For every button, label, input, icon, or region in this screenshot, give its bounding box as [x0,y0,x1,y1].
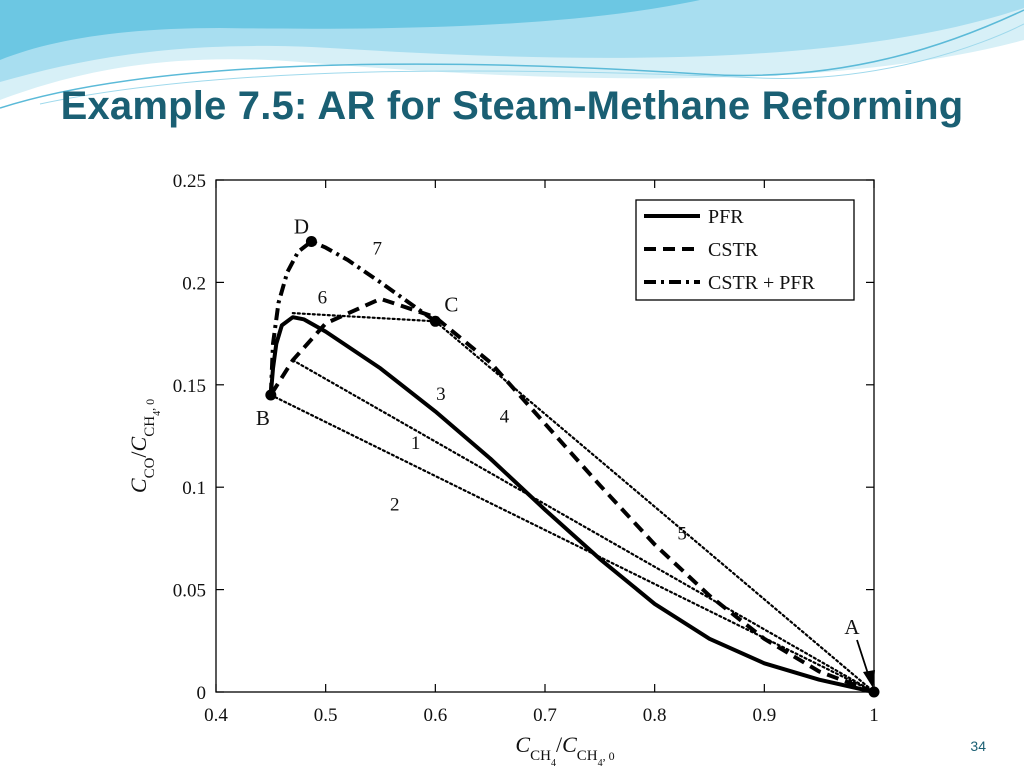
wave-line [0,9,1024,109]
legend-label-0: PFR [708,206,744,228]
curve-annotation-4: 4 [500,407,510,428]
point-label-c: C [444,292,458,316]
y-tick-label-2: 0.1 [182,478,206,499]
point-a-arrowhead [863,670,875,688]
x-axis-label: CCH4/CCH4, 0 [515,732,614,768]
y-tick-label-4: 0.2 [182,273,206,294]
point-label-a: A [844,615,860,639]
page-number: 34 [970,738,986,754]
y-tick-label-1: 0.05 [173,581,206,602]
point-d [305,235,317,247]
series-line-dotted-4 [291,359,876,694]
slide-title: Example 7.5: AR for Steam-Methane Reform… [60,84,964,128]
y-tick-label-3: 0.15 [173,376,206,397]
series-line-dotted-3 [269,393,876,694]
x-tick-label-5: 0.9 [752,705,776,726]
y-axis-label: CCO/CCH4, 0 [126,399,163,493]
x-tick-label-2: 0.6 [423,705,447,726]
point-a [868,686,880,698]
legend-label-2: CSTR + PFR [708,272,816,294]
legend-label-1: CSTR [708,239,759,261]
point-label-b: B [256,406,270,430]
x-tick-label-3: 0.7 [533,705,557,726]
series-line-pfr [268,315,875,694]
y-tick-label-0: 0 [197,683,207,704]
series-line-cstr-pfr [268,239,437,396]
curve-annotation-1: 1 [411,433,421,454]
point-b [265,389,277,401]
x-tick-label-4: 0.8 [643,705,667,726]
x-tick-label-1: 0.5 [314,705,338,726]
header-wave-decoration [0,0,1024,109]
point-c [429,315,441,327]
curve-annotation-7: 7 [372,239,382,260]
curve-annotation-5: 5 [677,523,687,544]
curve-annotation-2: 2 [390,495,400,516]
wave-dark [0,0,700,60]
wave-line-2 [39,23,1024,105]
curve-annotation-6: 6 [318,288,328,309]
point-label-d: D [294,214,309,238]
x-tick-label-6: 1 [869,705,879,726]
series-line-dotted-5 [434,320,876,694]
curve-annotation-3: 3 [436,384,446,405]
y-tick-label-5: 0.25 [173,171,206,192]
x-tick-label-0: 0.4 [204,705,228,726]
series-line-dotted-6 [291,312,437,323]
